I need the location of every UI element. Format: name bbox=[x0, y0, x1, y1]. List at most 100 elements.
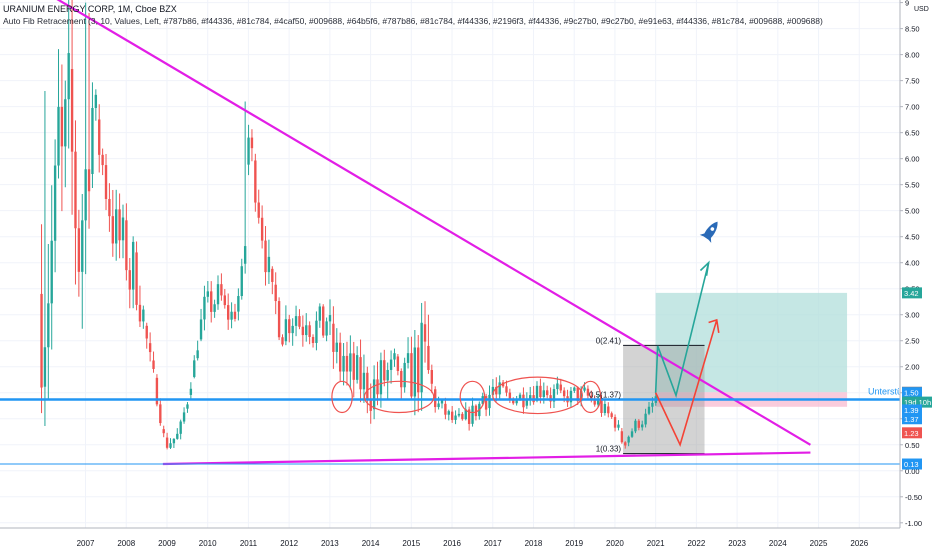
candle-body bbox=[474, 405, 478, 417]
price-badge-label: 19d 10h bbox=[904, 398, 931, 407]
fib-label: 0.5(1.37) bbox=[589, 391, 621, 400]
candle-body bbox=[193, 360, 196, 377]
y-tick-label: 5.50 bbox=[905, 181, 920, 190]
candle-body bbox=[135, 252, 138, 305]
candle-body bbox=[227, 305, 230, 320]
candle-body bbox=[305, 325, 308, 336]
candle-body bbox=[121, 217, 125, 241]
candle-body bbox=[216, 284, 220, 305]
candle-body bbox=[535, 385, 539, 401]
candle-body bbox=[546, 390, 549, 396]
candle-body bbox=[233, 311, 237, 319]
candle-body bbox=[586, 388, 590, 396]
candle-body bbox=[444, 403, 447, 415]
candles bbox=[40, 0, 657, 450]
x-tick-label: 2022 bbox=[687, 539, 705, 548]
bullish-path-red[interactable] bbox=[654, 319, 718, 448]
rocket-icon bbox=[699, 221, 718, 243]
x-tick-label: 2026 bbox=[850, 539, 868, 548]
candle-body bbox=[223, 295, 226, 306]
candle-body bbox=[315, 320, 318, 343]
rising-trendline[interactable] bbox=[162, 451, 811, 466]
price-badge bbox=[902, 427, 922, 439]
indicator-legend[interactable]: Auto Fib Retracement (3, 10, Values, Lef… bbox=[3, 16, 823, 26]
candle-body bbox=[111, 216, 114, 244]
candle-body bbox=[179, 421, 182, 434]
currency-label: USD bbox=[914, 6, 929, 13]
highlight-circle[interactable] bbox=[459, 380, 486, 414]
candle-body bbox=[559, 384, 562, 391]
candle-body bbox=[539, 385, 542, 398]
candle-body bbox=[603, 403, 607, 414]
x-tick-label: 2015 bbox=[402, 539, 420, 548]
candle-body bbox=[148, 343, 152, 353]
candle-body bbox=[108, 198, 111, 217]
candle-body bbox=[552, 389, 556, 402]
y-tick-label: 0.50 bbox=[905, 441, 920, 450]
candle-body bbox=[186, 404, 189, 409]
candle-body bbox=[243, 246, 247, 264]
candle-body bbox=[372, 379, 376, 410]
candle-body bbox=[400, 370, 403, 388]
candle-body bbox=[294, 316, 298, 326]
candle-body bbox=[573, 387, 576, 391]
candle-body bbox=[454, 415, 457, 420]
candle-body bbox=[182, 412, 186, 422]
candle-body bbox=[74, 151, 77, 229]
highlight-circle[interactable] bbox=[492, 376, 583, 415]
candle-body bbox=[627, 436, 630, 443]
y-tick-label: 4.50 bbox=[905, 233, 920, 242]
candle-body bbox=[301, 326, 305, 336]
candle-body bbox=[471, 405, 474, 424]
x-tick-label: 2017 bbox=[484, 539, 502, 548]
candle-body bbox=[196, 350, 199, 359]
candle-body bbox=[254, 160, 257, 203]
fib-label: 1(0.33) bbox=[596, 445, 622, 454]
highlight-circle[interactable] bbox=[331, 380, 353, 414]
candle-body bbox=[495, 386, 498, 395]
x-tick-label: 2021 bbox=[647, 539, 665, 548]
highlight-circle[interactable] bbox=[363, 380, 435, 414]
candle-body bbox=[427, 345, 430, 371]
bullish-path-green[interactable] bbox=[654, 262, 710, 399]
candle-body bbox=[77, 228, 81, 272]
candle-body bbox=[461, 413, 464, 420]
candle-body bbox=[450, 411, 454, 420]
candle-body bbox=[349, 353, 352, 372]
candle-body bbox=[508, 392, 512, 399]
candle-body bbox=[101, 154, 104, 166]
candle-body bbox=[247, 137, 250, 165]
highlight-circle[interactable] bbox=[579, 380, 602, 414]
descending-trendline[interactable] bbox=[37, 0, 811, 446]
candle-body bbox=[637, 420, 641, 428]
time-axis-bg bbox=[0, 528, 932, 550]
y-tick-label: 2.50 bbox=[905, 337, 920, 346]
candle-body bbox=[308, 325, 311, 337]
fib-label: 0(2.41) bbox=[596, 336, 622, 345]
x-tick-label: 2018 bbox=[525, 539, 543, 548]
candle-body bbox=[60, 106, 64, 147]
candle-body bbox=[53, 165, 57, 241]
candle-body bbox=[271, 268, 274, 282]
drawings[interactable]: Unterstütz 0(2.41) 0.5(1.37) 1(0.33) bbox=[0, 0, 910, 466]
candle-body bbox=[596, 399, 600, 405]
candle-body bbox=[257, 202, 260, 218]
candle-body bbox=[630, 431, 634, 437]
candle-body bbox=[240, 266, 243, 297]
candle-body bbox=[220, 284, 223, 296]
candle-body bbox=[43, 347, 47, 387]
candle-body bbox=[484, 396, 488, 410]
support-label: Unterstütz bbox=[868, 387, 910, 397]
candle-body bbox=[165, 437, 169, 448]
candle-body bbox=[325, 321, 328, 336]
price-badge-label: 3.42 bbox=[904, 289, 919, 298]
candle-body bbox=[562, 390, 566, 397]
candle-body bbox=[525, 399, 529, 406]
y-tick-label: 6.50 bbox=[905, 129, 920, 138]
candle-body bbox=[569, 390, 573, 403]
y-tick-label: 7.50 bbox=[905, 77, 920, 86]
y-tick-label: 6.00 bbox=[905, 155, 920, 164]
